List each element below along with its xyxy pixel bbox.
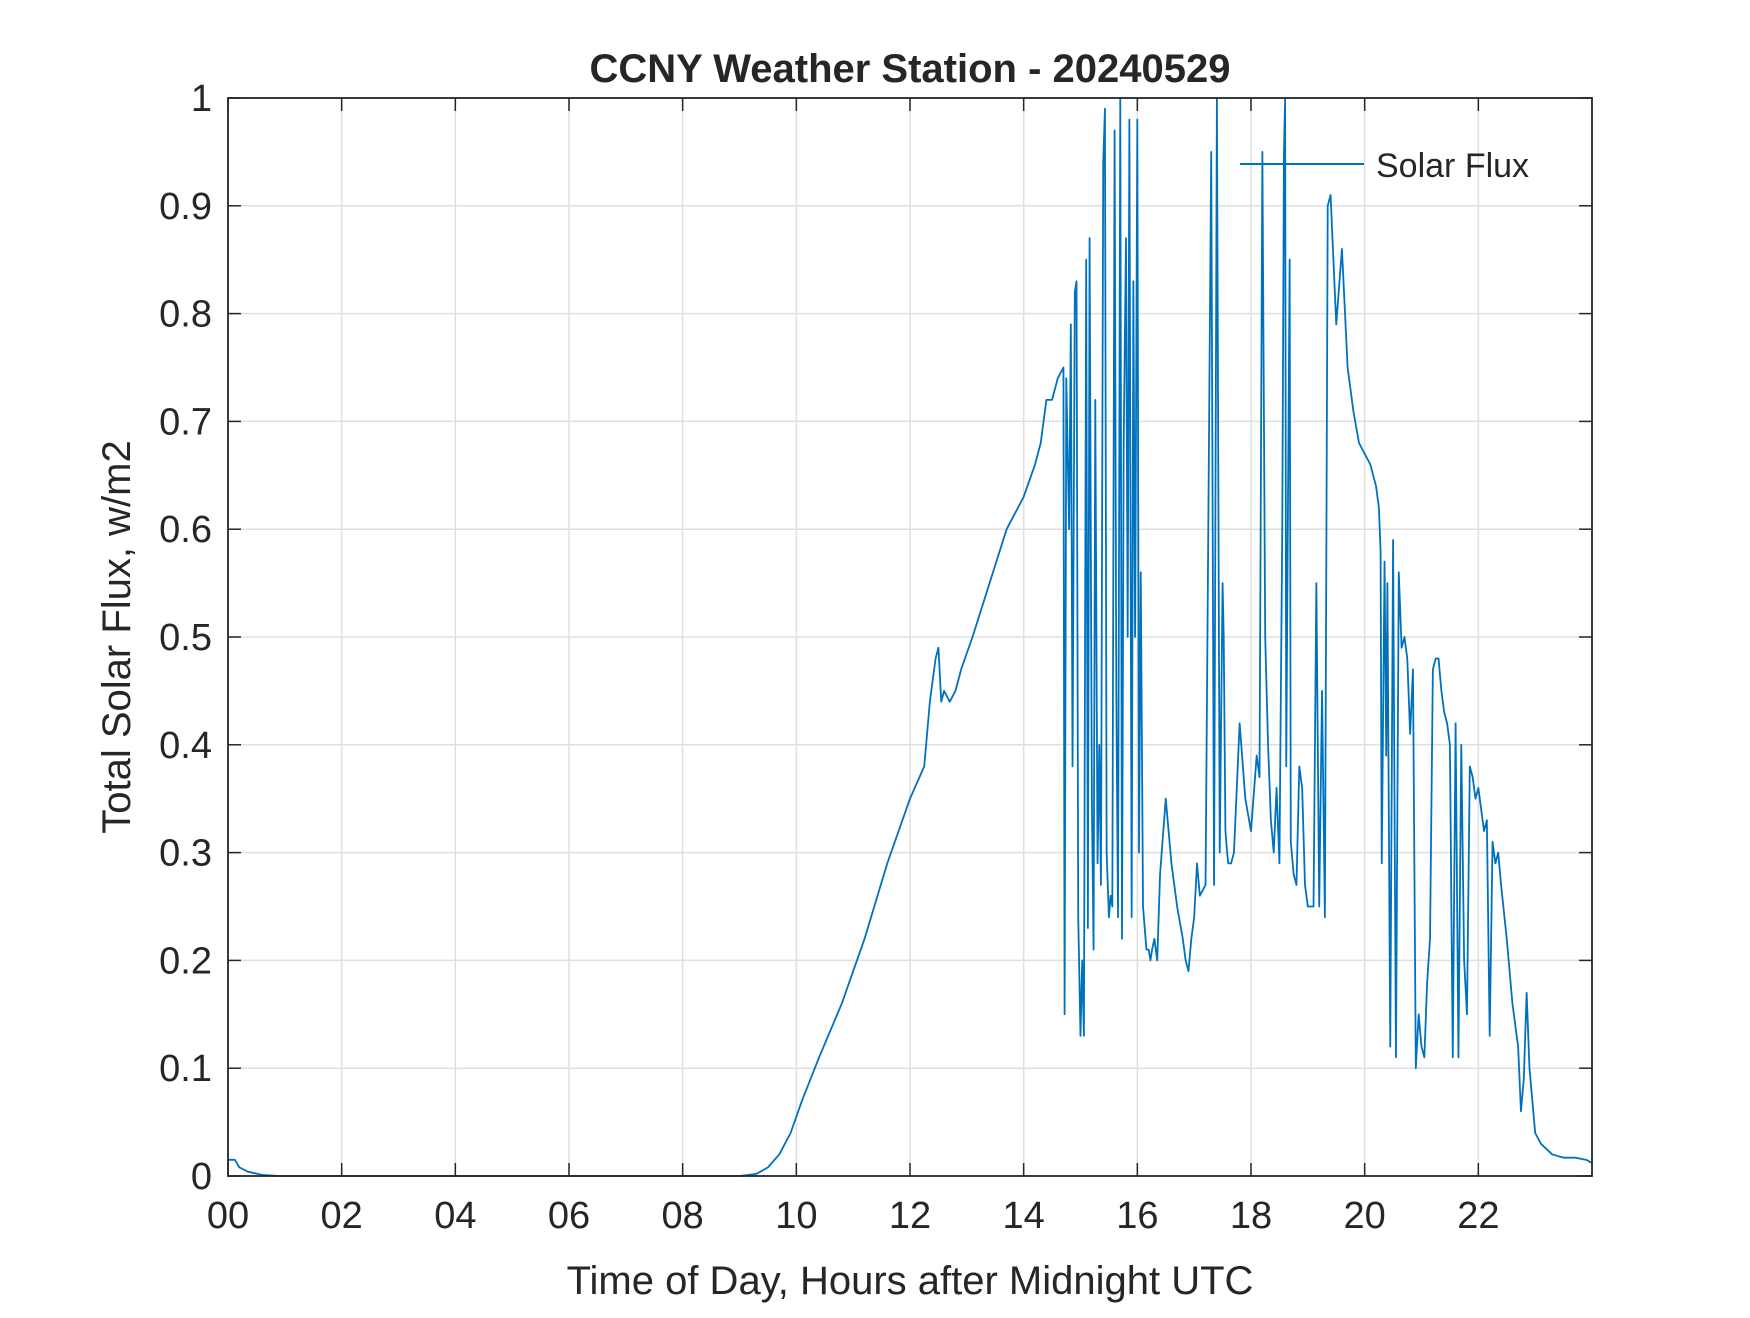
y-tick-label: 0 xyxy=(191,1156,212,1198)
x-tick-label: 14 xyxy=(1003,1195,1045,1237)
axes-box xyxy=(227,97,1593,1177)
y-tick-label: 0.1 xyxy=(159,1048,212,1090)
x-tick-label: 08 xyxy=(662,1195,704,1237)
x-axis-label: Time of Day, Hours after Midnight UTC xyxy=(567,1259,1254,1303)
y-tick-label: 0.5 xyxy=(159,617,212,659)
legend-label: Solar Flux xyxy=(1376,147,1529,185)
x-tick-label: 16 xyxy=(1116,1195,1158,1237)
x-tick-label: 22 xyxy=(1457,1195,1499,1237)
y-axis-label: Total Solar Flux, w/m2 xyxy=(95,440,139,833)
x-tick-label: 04 xyxy=(434,1195,476,1237)
x-tick-label: 12 xyxy=(889,1195,931,1237)
y-tick-label: 0.6 xyxy=(159,509,212,551)
x-tick-label: 00 xyxy=(207,1195,249,1237)
series-layer xyxy=(228,97,1593,1177)
y-tick-label: 0.2 xyxy=(159,940,212,982)
y-tick-label: 0.4 xyxy=(159,725,212,767)
x-tick-label: 06 xyxy=(548,1195,590,1237)
y-tick-label: 0.9 xyxy=(159,186,212,228)
y-tick-label: 0.8 xyxy=(159,294,212,336)
tick-labels: 00 02 04 06 08 10 12 14 16 18 20 22 0 0.1 0.2 0.3 0.4 0.5… xyxy=(159,78,1499,1237)
y-tick-label: 0.3 xyxy=(159,833,212,875)
x-tick-label: 20 xyxy=(1344,1195,1386,1237)
y-tick-label: 0.7 xyxy=(159,401,212,443)
legend: Solar Flux xyxy=(1240,147,1529,185)
y-tick-label: 1 xyxy=(191,78,212,120)
x-tick-label: 10 xyxy=(775,1195,817,1237)
x-tick-label: 18 xyxy=(1230,1195,1272,1237)
chart-title: CCNY Weather Station - 20240529 xyxy=(590,47,1231,91)
axes xyxy=(227,97,1593,1177)
series-line-solar-flux xyxy=(228,97,1593,1177)
x-tick-label: 02 xyxy=(321,1195,363,1237)
